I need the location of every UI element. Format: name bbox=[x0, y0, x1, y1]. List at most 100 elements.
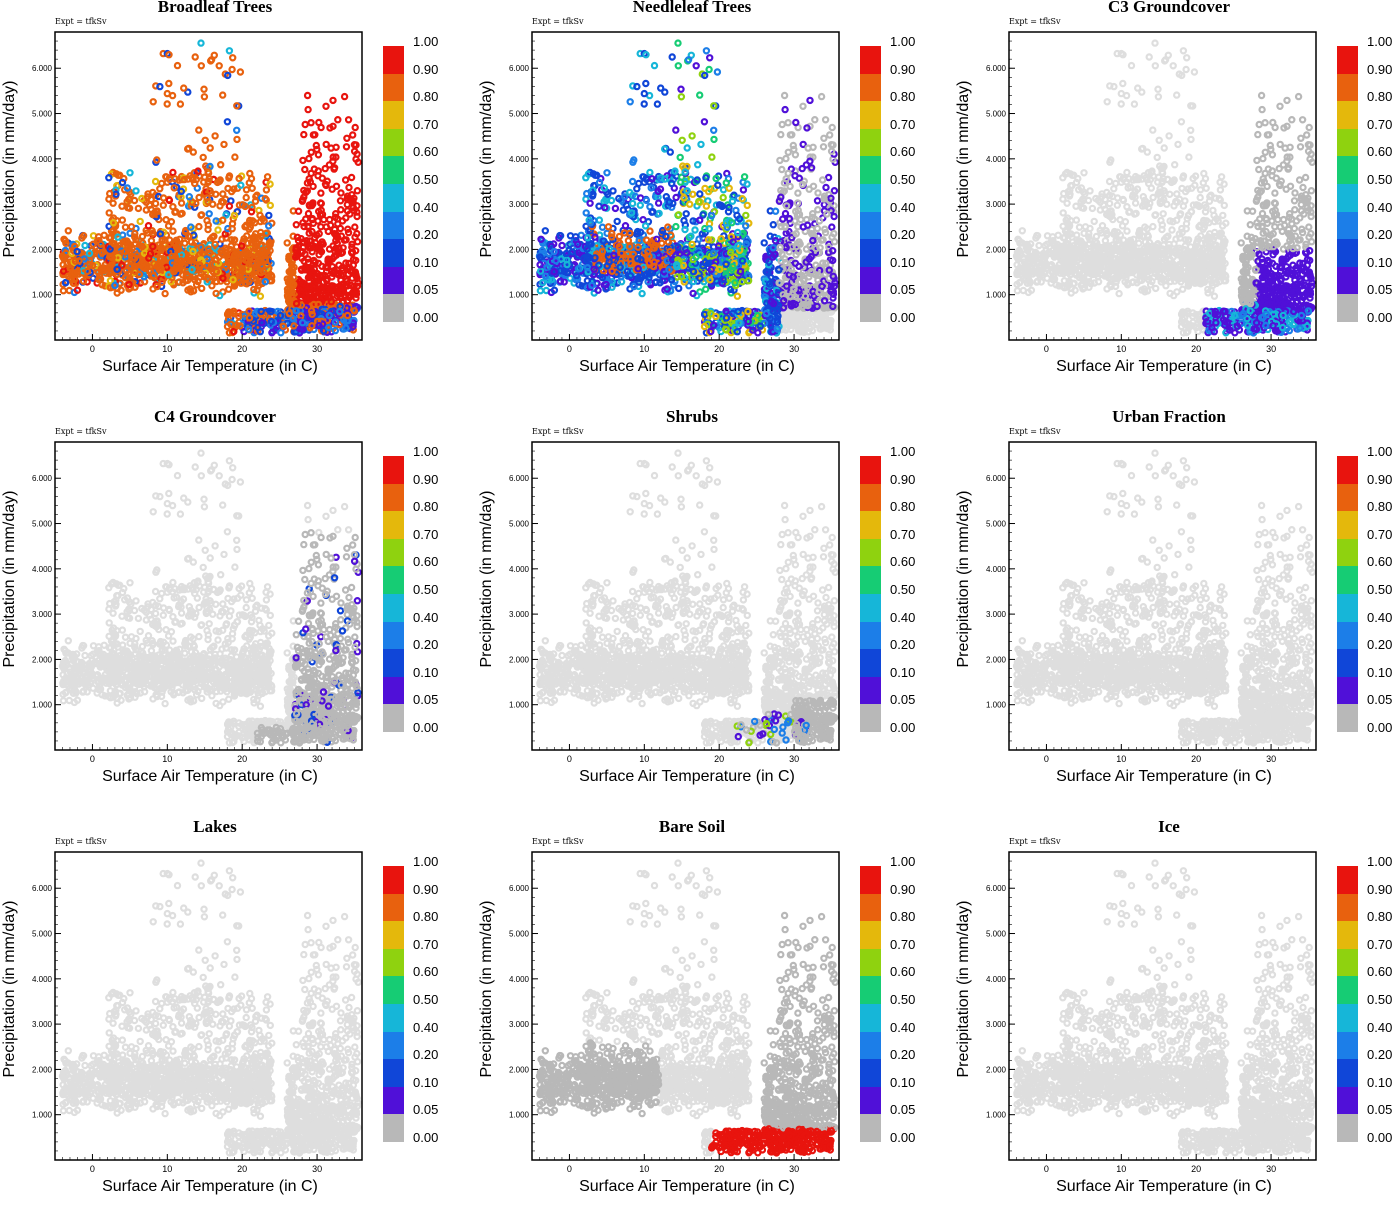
scatter-point bbox=[674, 195, 679, 200]
scatter-point bbox=[812, 117, 817, 122]
scatter-point bbox=[111, 201, 116, 206]
scatter-point bbox=[800, 104, 805, 109]
scatter-point bbox=[161, 203, 166, 208]
scatter-point bbox=[694, 63, 699, 68]
scatter-point bbox=[743, 213, 748, 218]
scatter-point bbox=[305, 93, 310, 98]
scatter-point bbox=[673, 224, 678, 229]
scatter-point bbox=[210, 202, 215, 207]
scatter-point bbox=[715, 183, 720, 188]
scatter-point bbox=[755, 330, 760, 335]
scatter-point bbox=[741, 187, 746, 192]
colorbar-box bbox=[860, 101, 881, 129]
scatter-point bbox=[538, 262, 543, 267]
scatter-point bbox=[185, 146, 190, 151]
y-tick-label: 4.000 bbox=[509, 155, 530, 164]
scatter-point bbox=[138, 219, 143, 224]
scatter-point bbox=[626, 238, 631, 243]
scatter-point bbox=[217, 254, 222, 259]
scatter-point bbox=[1015, 288, 1020, 293]
scatter-point bbox=[106, 175, 111, 180]
colorbar-label: 0.20 bbox=[890, 228, 915, 242]
scatter-point bbox=[306, 211, 311, 216]
scatter-point bbox=[815, 226, 820, 231]
scatter-point bbox=[343, 177, 348, 182]
scatter-point bbox=[709, 155, 714, 160]
scatter-point bbox=[783, 107, 788, 112]
scatter-point bbox=[668, 150, 673, 155]
scatter-point bbox=[610, 188, 615, 193]
colorbar-label: 0.80 bbox=[413, 90, 438, 104]
scatter-point bbox=[792, 218, 797, 223]
scatter-point bbox=[778, 132, 783, 137]
scatter-point bbox=[220, 218, 225, 223]
y-tick-label: 1.000 bbox=[32, 291, 53, 300]
scatter-point bbox=[167, 198, 172, 203]
scatter-point bbox=[234, 137, 239, 142]
scatter-point bbox=[330, 187, 335, 192]
scatter-point bbox=[309, 120, 314, 125]
scatter-point bbox=[330, 98, 335, 103]
scatter-point bbox=[225, 119, 230, 124]
scatter-point bbox=[107, 191, 112, 196]
scatter-point bbox=[352, 235, 357, 240]
scatter-point bbox=[782, 93, 787, 98]
scatter-point bbox=[355, 214, 360, 219]
scatter-point bbox=[678, 155, 683, 160]
scatter-point bbox=[303, 122, 308, 127]
scatter-point bbox=[727, 186, 732, 191]
scatter-point bbox=[234, 128, 239, 133]
scatter-point bbox=[268, 203, 273, 208]
scatter-point bbox=[170, 170, 175, 175]
scatter-point bbox=[173, 209, 178, 214]
scatter-point bbox=[707, 226, 712, 231]
scatter-point bbox=[543, 228, 548, 233]
scatter-point bbox=[652, 63, 657, 68]
scatter-point bbox=[822, 202, 827, 207]
scatter-point bbox=[687, 202, 692, 207]
scatter-point bbox=[253, 199, 258, 204]
scatter-point bbox=[199, 212, 204, 217]
scatter-point bbox=[703, 287, 708, 292]
scatter-point bbox=[735, 294, 740, 299]
scatter-point bbox=[227, 204, 232, 209]
scatter-point bbox=[704, 204, 709, 209]
scatter-point bbox=[743, 223, 748, 228]
scatter-point bbox=[208, 145, 213, 150]
scatter-point bbox=[202, 94, 207, 99]
scatter-point bbox=[742, 174, 747, 179]
x-tick-label: 30 bbox=[312, 344, 322, 354]
scatter-point bbox=[678, 180, 683, 185]
scatter-point bbox=[820, 177, 825, 182]
colorbar-box bbox=[383, 212, 404, 240]
scatter-point bbox=[721, 187, 726, 192]
scatter-point bbox=[199, 286, 204, 291]
scatter-point bbox=[258, 294, 263, 299]
scatter-point bbox=[201, 87, 206, 92]
scatter-point bbox=[108, 235, 113, 240]
colorbar-label: 0.60 bbox=[413, 145, 438, 159]
scatter-point bbox=[691, 279, 696, 284]
colorbar-label: 0.00 bbox=[413, 311, 438, 325]
y-tick-label: 5.000 bbox=[32, 110, 53, 119]
scatter-point bbox=[198, 41, 203, 46]
scatter-point bbox=[213, 133, 218, 138]
colorbar-label: 1.00 bbox=[890, 35, 915, 49]
scatter-point bbox=[697, 218, 702, 223]
y-tick-label: 1.000 bbox=[509, 291, 530, 300]
colorbar-box bbox=[383, 239, 404, 267]
scatter-point bbox=[630, 201, 635, 206]
scatter-point bbox=[170, 229, 175, 234]
scatter-point bbox=[673, 128, 678, 133]
scatter-point bbox=[300, 158, 305, 163]
x-tick-label: 10 bbox=[639, 344, 649, 354]
scatter-point bbox=[258, 230, 263, 235]
y-tick-label: 3.000 bbox=[509, 200, 530, 209]
scatter-point bbox=[617, 234, 622, 239]
scatter-point bbox=[730, 199, 735, 204]
scatter-point bbox=[163, 291, 168, 296]
scatter-point bbox=[314, 143, 319, 148]
scatter-point bbox=[624, 203, 629, 208]
scatter-point bbox=[189, 239, 194, 244]
